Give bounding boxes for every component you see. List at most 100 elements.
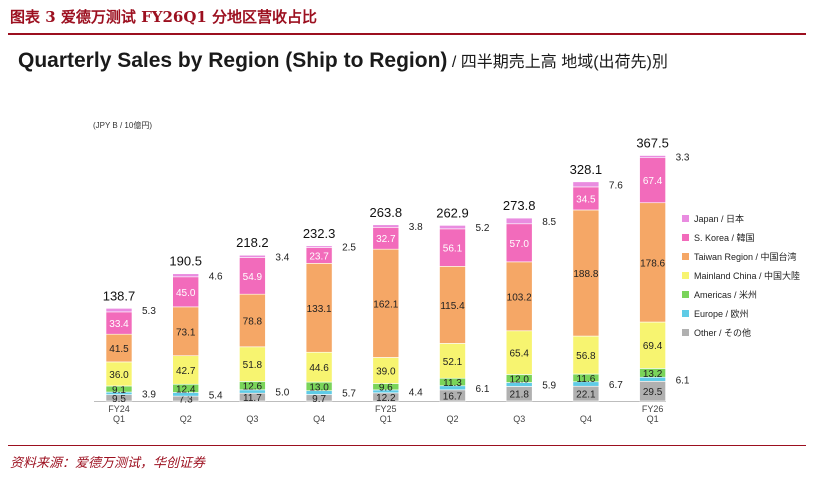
legend-label: Mainland China / 中国大陸 — [694, 270, 800, 281]
data-label: 36.0 — [109, 370, 129, 381]
data-label: 11.6 — [577, 374, 596, 385]
tick-label: Q4 — [313, 414, 325, 424]
data-label: 57.0 — [509, 239, 529, 250]
legend-swatch — [682, 329, 689, 336]
legend-swatch — [682, 215, 689, 222]
data-label: 12.4 — [176, 384, 196, 395]
data-label: 7.6 — [609, 180, 623, 191]
data-label: 22.1 — [576, 390, 596, 401]
data-label: 67.4 — [643, 176, 663, 187]
tick-label: Q1 — [647, 414, 659, 424]
data-label: 44.6 — [309, 363, 329, 374]
tick-label: Q3 — [513, 414, 525, 424]
bar-segment — [572, 209, 600, 337]
bar-segment — [372, 248, 400, 358]
total-label: 273.8 — [503, 198, 536, 213]
data-label: 103.2 — [507, 292, 532, 303]
legend-swatch — [682, 310, 689, 317]
data-label: 133.1 — [307, 304, 332, 315]
source-note: 资料来源：爱德万测试，华创证券 — [10, 456, 206, 471]
data-label: 69.4 — [643, 341, 663, 352]
legend-label: S. Korea / 韓国 — [694, 233, 755, 243]
bar-segment — [105, 361, 133, 387]
data-label: 16.7 — [443, 391, 463, 402]
data-label: 3.4 — [275, 252, 289, 263]
total-label: 328.1 — [570, 162, 603, 177]
data-label: 4.6 — [209, 271, 223, 282]
tick-label: Q2 — [446, 414, 458, 424]
tick-label: Q3 — [246, 414, 258, 424]
tick-label: Q4 — [580, 414, 592, 424]
tick-label: Q1 — [113, 414, 125, 424]
data-label: 56.1 — [443, 244, 463, 255]
bar-segment — [172, 273, 199, 278]
data-label: 12.2 — [376, 393, 396, 404]
data-label: 9.1 — [112, 385, 126, 396]
bar-segment — [439, 225, 466, 230]
data-label: 13.2 — [643, 369, 663, 380]
unit-label: (JPY B / 10億円) — [93, 120, 152, 130]
data-label: 41.5 — [109, 344, 129, 355]
data-label: 34.5 — [576, 194, 596, 205]
bar-segment — [372, 357, 400, 384]
data-label: 52.1 — [443, 357, 463, 368]
legend-swatch — [682, 272, 689, 279]
bar-segment — [439, 343, 466, 379]
data-label: 6.1 — [476, 384, 490, 395]
title-rule — [8, 33, 806, 35]
bar-segment — [372, 224, 400, 228]
bar-segment — [505, 217, 533, 225]
bar-segment — [172, 355, 199, 385]
data-label: 51.8 — [243, 360, 263, 371]
data-label: 9.7 — [312, 394, 326, 405]
total-label: 232.3 — [303, 226, 336, 241]
chart-title-sub: / 四半期売上高 地域(出荷先)別 — [447, 54, 668, 71]
legend-swatch — [682, 234, 689, 241]
data-label: 73.1 — [176, 327, 196, 338]
chart-title: Quarterly Sales by Region (Ship to Regio… — [18, 48, 668, 73]
data-label: 3.9 — [142, 389, 156, 400]
tick-label: FY25 — [375, 404, 397, 414]
data-label: 115.4 — [440, 301, 465, 312]
bottom-rule — [8, 445, 806, 446]
data-label: 12.6 — [243, 382, 263, 393]
total-label: 262.9 — [436, 205, 469, 220]
data-label: 42.7 — [176, 366, 196, 377]
data-label: 21.8 — [509, 390, 529, 401]
legend-swatch — [682, 253, 689, 260]
data-label: 4.4 — [409, 387, 423, 398]
bar-segment — [305, 351, 333, 383]
data-label: 188.8 — [573, 269, 598, 280]
bar-segment — [505, 223, 533, 263]
data-label: 23.7 — [309, 251, 329, 262]
tick-label: Q2 — [180, 414, 192, 424]
legend-label: Japan / 日本 — [694, 213, 744, 224]
data-label: 2.5 — [342, 243, 356, 254]
bar-segment — [105, 308, 133, 313]
data-label: 6.7 — [609, 380, 623, 391]
data-label: 13.0 — [309, 382, 329, 393]
total-label: 138.7 — [103, 288, 136, 303]
bar-segment — [639, 155, 666, 159]
bar-segment — [305, 263, 333, 353]
data-label: 3.3 — [676, 153, 690, 164]
data-label: 56.8 — [576, 351, 596, 362]
figure-title: 图表 3 爱德万测试 FY26Q1 分地区营收占比 — [10, 8, 318, 26]
data-label: 32.7 — [376, 234, 396, 245]
data-label: 65.4 — [509, 349, 529, 360]
bar-segment — [239, 257, 266, 295]
bar-segment — [505, 261, 533, 332]
data-label: 12.0 — [509, 374, 529, 385]
data-label: 6.1 — [676, 375, 690, 386]
bar-segment — [105, 333, 133, 363]
total-label: 218.2 — [236, 235, 269, 250]
bar-segment — [172, 306, 199, 357]
bar-segment — [172, 276, 199, 308]
chart-title-main: Quarterly Sales by Region (Ship to Regio… — [18, 49, 448, 72]
data-label: 7.3 — [179, 395, 193, 406]
data-label: 45.0 — [176, 288, 196, 299]
total-label: 190.5 — [169, 254, 202, 269]
data-label: 5.2 — [476, 223, 490, 234]
data-label: 9.6 — [379, 383, 393, 394]
